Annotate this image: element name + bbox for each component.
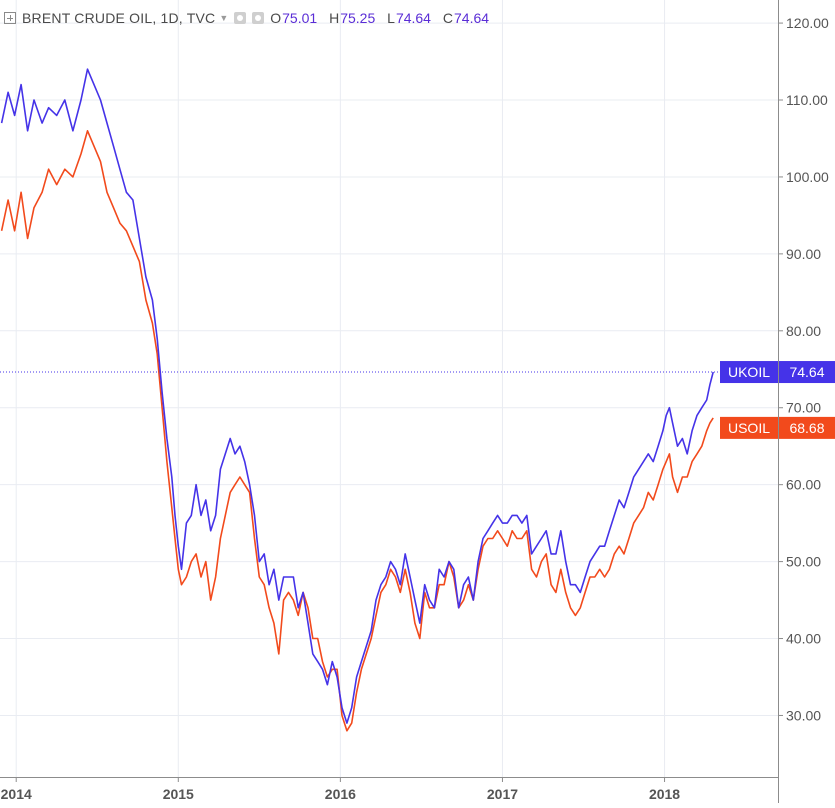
chevron-down-icon[interactable]: ▼ xyxy=(219,13,229,23)
series-labels: UKOIL 74.64 USOIL 68.68 xyxy=(720,361,835,439)
x-tick-label: 2017 xyxy=(487,786,518,802)
ohlc-open: O75.01 xyxy=(270,10,318,26)
ohlc-high: H75.25 xyxy=(329,10,376,26)
y-tick-label: 80.00 xyxy=(786,323,821,339)
x-tick-label: 2018 xyxy=(649,786,680,802)
series-name-badge-ukoil xyxy=(720,361,778,384)
y-tick-label: 120.00 xyxy=(786,15,829,31)
y-tick-label: 70.00 xyxy=(786,400,821,416)
eye-icon[interactable] xyxy=(234,12,247,24)
last-value-badge-usoil xyxy=(779,416,835,439)
series-name-badge-usoil xyxy=(720,416,778,439)
series-name-ukoil: UKOIL xyxy=(728,364,770,380)
grid xyxy=(0,0,778,777)
series-line-ukoil xyxy=(0,68,714,724)
ohlc-close: C74.64 xyxy=(442,10,490,26)
x-tick-label: 2014 xyxy=(1,786,32,802)
symbol-title: BRENT CRUDE OIL, 1D, TVC xyxy=(22,10,216,26)
gear-icon[interactable] xyxy=(252,12,265,24)
chart-header: BRENT CRUDE OIL, 1D, TVC ▼ O75.01 H75.25… xyxy=(4,8,497,28)
x-tick-label: 2016 xyxy=(325,786,356,802)
last-value-ukoil: 74.64 xyxy=(789,364,824,380)
x-tick-label: 2015 xyxy=(163,786,194,802)
y-tick-label: 50.00 xyxy=(786,554,821,570)
expand-icon[interactable] xyxy=(4,12,16,24)
y-tick-label: 40.00 xyxy=(786,631,821,647)
series-lines xyxy=(0,68,714,732)
series-name-usoil: USOIL xyxy=(728,420,770,436)
last-value-usoil: 68.68 xyxy=(789,420,824,436)
y-tick-label: 90.00 xyxy=(786,246,821,262)
y-tick-label: 110.00 xyxy=(786,92,828,108)
y-tick-label: 100.00 xyxy=(786,169,829,185)
last-value-badge-ukoil xyxy=(779,361,835,384)
ohlc-low: L74.64 xyxy=(387,10,431,26)
y-tick-label: 60.00 xyxy=(786,477,821,493)
series-line-usoil xyxy=(0,130,714,732)
ohlc-values: O75.01 H75.25 L74.64 C74.64 xyxy=(270,10,497,26)
y-tick-label: 30.00 xyxy=(786,707,821,723)
